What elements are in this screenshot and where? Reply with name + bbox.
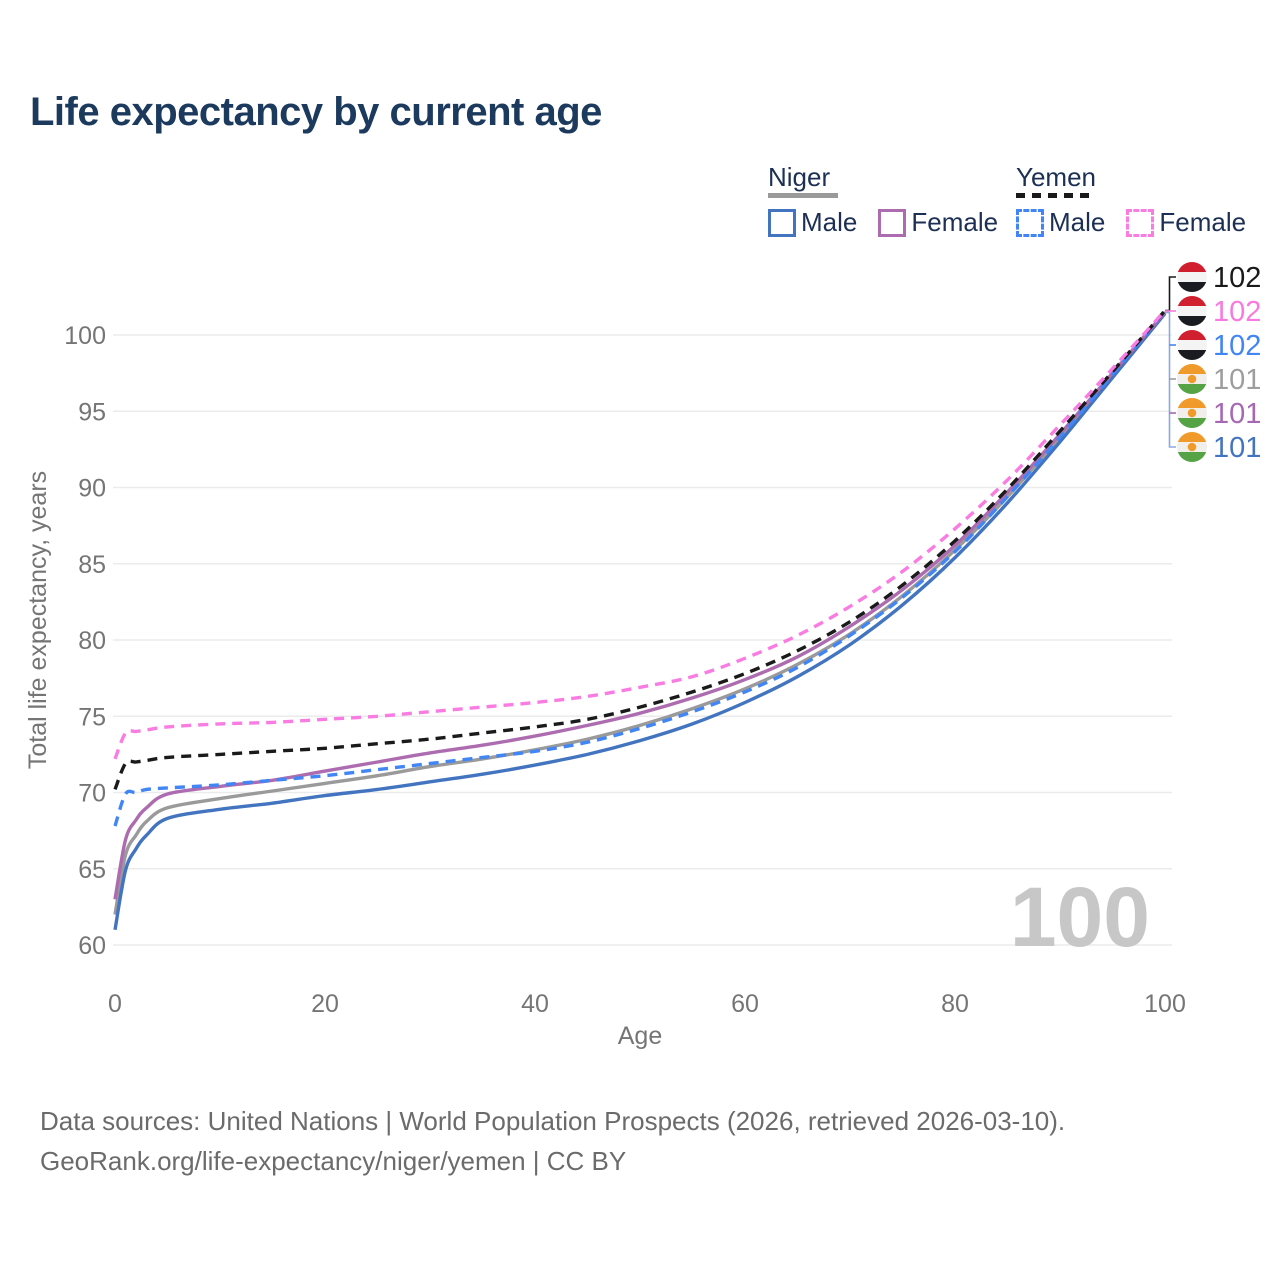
- yemen-flag-icon: [1177, 296, 1207, 326]
- y-tick-label-80: 80: [78, 627, 106, 655]
- series-line-niger-male[interactable]: [113, 312, 1167, 931]
- end-label-value-niger-female: 101: [1213, 398, 1261, 430]
- y-tick-label-75: 75: [78, 703, 106, 731]
- x-tick-label-0: 0: [108, 990, 122, 1018]
- end-label-value-yemen-total: 102: [1213, 262, 1261, 294]
- niger-female-swatch: [878, 208, 907, 237]
- end-label-value-yemen-male: 102: [1213, 330, 1261, 362]
- x-axis-title: Age: [618, 1022, 662, 1050]
- y-tick-label-65: 65: [78, 856, 106, 884]
- legend-item-yemen-male[interactable]: Male: [1016, 207, 1105, 238]
- connector-yemen-total: [1165, 276, 1176, 312]
- legend-country-niger-label: Niger: [768, 162, 831, 192]
- legend-group-yemen: Yemen Male Female: [1016, 164, 1246, 238]
- yemen-total-line-swatch: [1016, 193, 1094, 198]
- y-tick-label-95: 95: [78, 398, 106, 426]
- y-tick-label-100: 100: [64, 322, 106, 350]
- niger-flag-icon: [1177, 398, 1207, 428]
- yemen-female-swatch: [1126, 208, 1155, 237]
- legend-group-niger: Niger Male Female: [768, 164, 998, 238]
- niger-male-label: Male: [801, 207, 858, 237]
- series-line-yemen-total[interactable]: [113, 309, 1167, 791]
- legend-item-niger-female[interactable]: Female: [878, 207, 998, 238]
- yemen-male-swatch: [1016, 208, 1044, 237]
- niger-female-label: Female: [911, 207, 999, 237]
- series-line-niger-female[interactable]: [113, 310, 1167, 900]
- legend-country-yemen-label: Yemen: [1016, 162, 1096, 192]
- x-tick-label-100: 100: [1144, 990, 1186, 1018]
- yemen-male-label: Male: [1049, 207, 1106, 237]
- y-tick-label-60: 60: [78, 932, 106, 960]
- x-tick-label-40: 40: [521, 990, 549, 1018]
- x-tick-label-80: 80: [941, 990, 969, 1018]
- y-tick-label-85: 85: [78, 551, 106, 579]
- niger-male-swatch: [768, 208, 796, 237]
- y-tick-label-70: 70: [78, 780, 106, 808]
- end-label-value-yemen-female: 102: [1213, 296, 1261, 328]
- niger-total-line-swatch: [768, 193, 838, 198]
- series-line-niger-total[interactable]: [113, 311, 1167, 915]
- series-line-yemen-male[interactable]: [113, 309, 1167, 827]
- x-tick-label-60: 60: [731, 990, 759, 1018]
- yemen-flag-icon: [1177, 330, 1207, 360]
- niger-flag-icon: [1177, 364, 1207, 394]
- end-label-value-niger-male: 101: [1213, 432, 1261, 464]
- attribution-line: GeoRank.org/life-expectancy/niger/yemen …: [40, 1146, 627, 1176]
- page-title: Life expectancy by current age: [30, 90, 602, 134]
- legend-item-yemen-female[interactable]: Female: [1126, 207, 1246, 238]
- y-axis-title: Total life expectancy, years: [24, 471, 52, 769]
- series-line-yemen-female[interactable]: [113, 309, 1167, 760]
- end-label-value-niger-total: 101: [1213, 364, 1261, 396]
- age-counter-watermark: 100: [1010, 870, 1150, 964]
- legend-item-niger-male[interactable]: Male: [768, 207, 857, 238]
- legend-country-niger[interactable]: Niger: [768, 164, 998, 198]
- x-tick-label-20: 20: [311, 990, 339, 1018]
- y-tick-label-90: 90: [78, 475, 106, 503]
- niger-flag-icon: [1177, 432, 1207, 462]
- data-sources-line: Data sources: United Nations | World Pop…: [40, 1106, 1066, 1136]
- yemen-female-label: Female: [1159, 207, 1247, 237]
- yemen-flag-icon: [1177, 262, 1207, 292]
- legend-country-yemen[interactable]: Yemen: [1016, 164, 1246, 198]
